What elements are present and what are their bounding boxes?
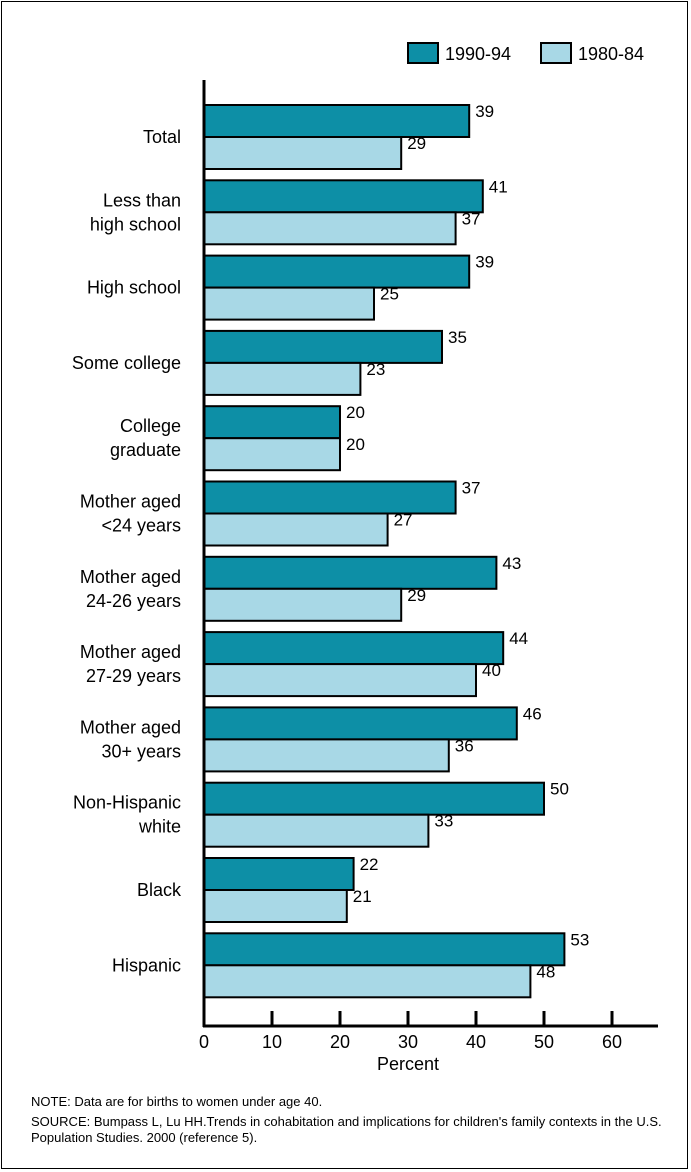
category-label-5-1: <24 years — [101, 516, 181, 536]
bar-1990-94-8 — [203, 706, 518, 741]
source-text: SOURCE: Bumpass L, Lu HH.Trends in cohab… — [31, 1114, 662, 1145]
data-label-1990-94-9: 50 — [550, 780, 569, 799]
data-label-1990-94-5: 37 — [462, 479, 481, 498]
category-label-2-0: High school — [87, 278, 181, 298]
data-label-1990-94-7: 44 — [509, 629, 528, 648]
data-label-1980-84-9: 33 — [434, 812, 453, 831]
legend-swatch-1990-94 — [407, 42, 439, 64]
category-label-3-0: Some college — [72, 353, 181, 373]
data-label-1990-94-10: 22 — [360, 855, 379, 874]
bar-1980-84-5 — [203, 512, 389, 547]
bar-1990-94-5 — [203, 480, 457, 515]
legend-label-1980-84: 1980-84 — [578, 44, 644, 64]
data-label-1990-94-11: 53 — [570, 930, 589, 949]
bar-1980-84-3 — [203, 361, 362, 396]
x-tick-label-40: 40 — [466, 1032, 486, 1052]
data-label-1980-84-4: 20 — [346, 435, 365, 454]
category-label-11-0: Hispanic — [112, 955, 181, 975]
bar-1990-94-4 — [203, 405, 341, 440]
category-label-9-0: Non-Hispanic — [73, 793, 181, 813]
bar-1980-84-1 — [203, 211, 457, 246]
category-label-1-0: Less than — [103, 190, 181, 210]
bar-1980-84-6 — [203, 587, 403, 622]
bar-chart: 1990-94 1980-84 39 29 Total 41 37 Less than high… — [72, 42, 658, 1074]
data-label-1990-94-8: 46 — [523, 704, 542, 723]
data-label-1980-84-6: 29 — [407, 586, 426, 605]
category-label-7-0: Mother aged — [80, 642, 181, 662]
bar-1980-84-10 — [203, 889, 348, 923]
data-label-1980-84-7: 40 — [482, 661, 501, 680]
data-label-1990-94-3: 35 — [448, 328, 467, 347]
data-label-1990-94-2: 39 — [475, 253, 494, 272]
category-label-5-0: Mother aged — [80, 492, 181, 512]
category-label-6-0: Mother aged — [80, 567, 181, 587]
bar-1990-94-6 — [203, 555, 498, 590]
x-tick-label-60: 60 — [602, 1032, 622, 1052]
x-tick-label-20: 20 — [330, 1032, 350, 1052]
data-label-1990-94-4: 20 — [346, 403, 365, 422]
category-label-10-0: Black — [137, 880, 182, 900]
bar-1990-94-7 — [203, 631, 505, 666]
category-label-8-0: Mother aged — [80, 717, 181, 737]
bar-1980-84-9 — [203, 813, 430, 848]
bar-1980-84-4 — [203, 437, 341, 472]
bar-1980-84-8 — [203, 738, 450, 773]
x-tick-label-30: 30 — [398, 1032, 418, 1052]
data-label-1980-84-10: 21 — [353, 887, 372, 906]
x-tick-label-0: 0 — [199, 1032, 209, 1052]
bar-1990-94-1 — [203, 179, 484, 214]
x-axis-title: Percent — [377, 1054, 439, 1074]
data-label-1980-84-11: 48 — [536, 962, 555, 981]
data-label-1980-84-2: 25 — [380, 285, 399, 304]
category-label-6-1: 24-26 years — [86, 591, 181, 611]
data-label-1990-94-1: 41 — [489, 177, 508, 196]
category-label-8-1: 30+ years — [101, 741, 181, 761]
bar-1990-94-0 — [203, 104, 471, 138]
note-text: NOTE: Data are for births to women under… — [31, 1094, 323, 1109]
bar-1980-84-11 — [203, 964, 532, 999]
data-label-1990-94-6: 43 — [502, 554, 521, 573]
data-label-1980-84-0: 29 — [407, 134, 426, 153]
category-label-0-0: Total — [143, 127, 181, 147]
bar-1990-94-3 — [203, 329, 443, 364]
bar-1990-94-11 — [203, 932, 566, 967]
x-tick-label-50: 50 — [534, 1032, 554, 1052]
category-label-1-1: high school — [90, 214, 181, 234]
bar-1990-94-9 — [203, 781, 545, 816]
bar-1990-94-2 — [203, 254, 471, 289]
bar-1990-94-10 — [203, 857, 355, 891]
data-label-1990-94-0: 39 — [475, 102, 494, 121]
bar-1980-84-7 — [203, 663, 477, 698]
x-tick-label-10: 10 — [262, 1032, 282, 1052]
data-label-1980-84-5: 27 — [394, 511, 413, 530]
category-label-7-1: 27-29 years — [86, 666, 181, 686]
data-label-1980-84-3: 23 — [366, 360, 385, 379]
category-label-4-0: College — [120, 416, 181, 436]
data-label-1980-84-1: 37 — [462, 209, 481, 228]
data-label-1980-84-8: 36 — [455, 736, 474, 755]
category-label-4-1: graduate — [110, 440, 181, 460]
category-label-9-1: white — [138, 817, 181, 837]
legend-label-1990-94: 1990-94 — [445, 44, 511, 64]
legend-swatch-1980-84 — [540, 42, 572, 64]
bar-1980-84-0 — [203, 136, 403, 170]
bar-1980-84-2 — [203, 286, 375, 321]
